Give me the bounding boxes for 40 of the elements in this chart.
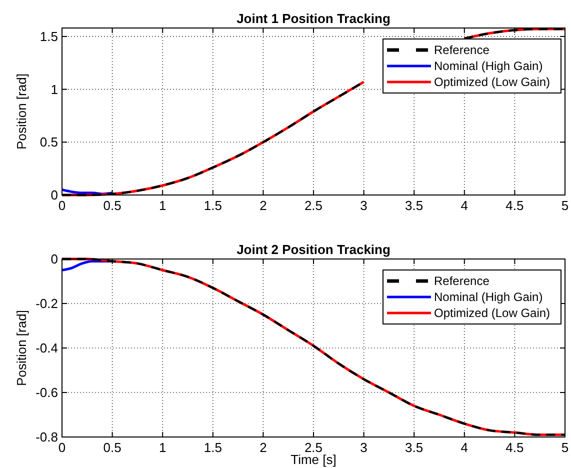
y-tick-label: 0.5 [40, 134, 58, 150]
y-tick-label: -0.6 [36, 385, 58, 400]
x-axis-title: Time [s] [290, 452, 336, 467]
x-tick-label: 0.5 [103, 198, 122, 213]
x-tick-label: 1.5 [204, 198, 222, 213]
x-tick-label: 1 [158, 440, 166, 455]
y-tick-label: 1.5 [40, 29, 58, 44]
y-tick-label: 0 [50, 252, 58, 267]
y-axis-title: Position [rad] [14, 74, 29, 150]
legend-label: Nominal (High Gain) [434, 59, 543, 74]
legend-label: Optimized (Low Gain) [434, 306, 550, 320]
x-tick-label: 2.5 [304, 440, 323, 455]
x-tick-label: 3 [360, 198, 368, 213]
x-tick-label: 0.5 [103, 440, 122, 455]
x-tick-label: 3 [360, 440, 368, 455]
x-tick-label: 4.5 [506, 198, 524, 213]
x-tick-label: 3.5 [405, 198, 424, 213]
legend-label: Optimized (Low Gain) [434, 75, 550, 90]
x-tick-label: 3.5 [405, 440, 424, 455]
y-tick-label: -0.8 [36, 430, 58, 445]
y-tick-label: -0.2 [36, 296, 58, 312]
y-axis-title: Position [rad] [14, 310, 29, 386]
legend-label: Reference [434, 274, 490, 288]
chart-title: Joint 2 Position Tracking [236, 242, 390, 257]
y-tick-label: 1 [50, 82, 58, 97]
y-tick-label: -0.4 [36, 340, 58, 356]
legend-label: Reference [434, 43, 490, 58]
x-tick-label: 2 [260, 440, 267, 455]
x-tick-label: 2.5 [304, 198, 323, 213]
x-tick-label: 4 [460, 440, 468, 455]
x-tick-label: 4.5 [506, 440, 524, 455]
x-tick-label: 1.5 [204, 440, 222, 455]
x-tick-label: 5 [561, 440, 569, 455]
x-tick-label: 5 [561, 198, 569, 213]
x-tick-label: 2 [260, 198, 267, 213]
chart-title: Joint 1 Position Tracking [236, 11, 390, 26]
legend-label: Nominal (High Gain) [434, 290, 543, 304]
y-tick-label: 0 [50, 188, 58, 203]
x-tick-label: 1 [158, 198, 166, 213]
x-tick-label: 4 [460, 198, 468, 213]
